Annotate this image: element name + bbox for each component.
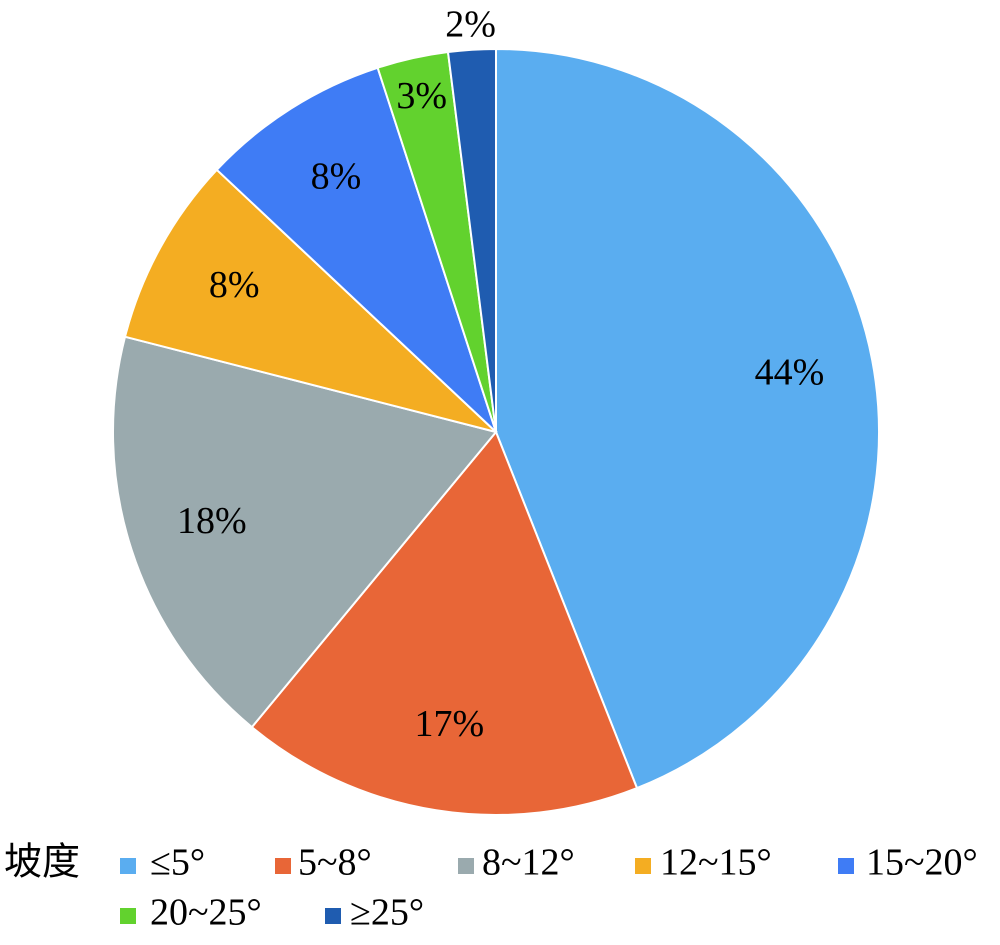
legend-label: ≥25°: [350, 892, 424, 934]
legend-swatch: [275, 858, 291, 874]
pie-slice: [123, 168, 497, 433]
data-label: 44%: [755, 352, 825, 394]
legend-label: 20~25°: [150, 892, 262, 934]
legend-swatch: [635, 858, 651, 874]
legend-label: 8~12°: [482, 842, 575, 884]
data-label: 8%: [311, 155, 362, 197]
pie-slice: [250, 430, 639, 816]
legend-swatch: [838, 858, 854, 874]
data-label: 3%: [396, 75, 447, 117]
legend-label: 15~20°: [866, 842, 978, 884]
data-label: 2%: [445, 4, 496, 46]
legend-swatch: [458, 858, 474, 874]
legend-label: ≤5°: [150, 842, 205, 884]
pie-slice: [446, 47, 497, 433]
pie-slice: [495, 47, 880, 790]
legend-swatch: [325, 908, 341, 924]
legend-swatch: [120, 908, 136, 924]
data-label: 8%: [209, 264, 260, 306]
legend-label: 12~15°: [660, 842, 772, 884]
legend-label: 5~8°: [298, 842, 372, 884]
pie-slice: [215, 66, 497, 433]
data-label: 17%: [414, 703, 484, 745]
legend-title: 坡度: [4, 842, 80, 884]
data-label: 18%: [177, 500, 247, 542]
legend-swatch: [120, 858, 136, 874]
pie-slice: [112, 335, 498, 729]
